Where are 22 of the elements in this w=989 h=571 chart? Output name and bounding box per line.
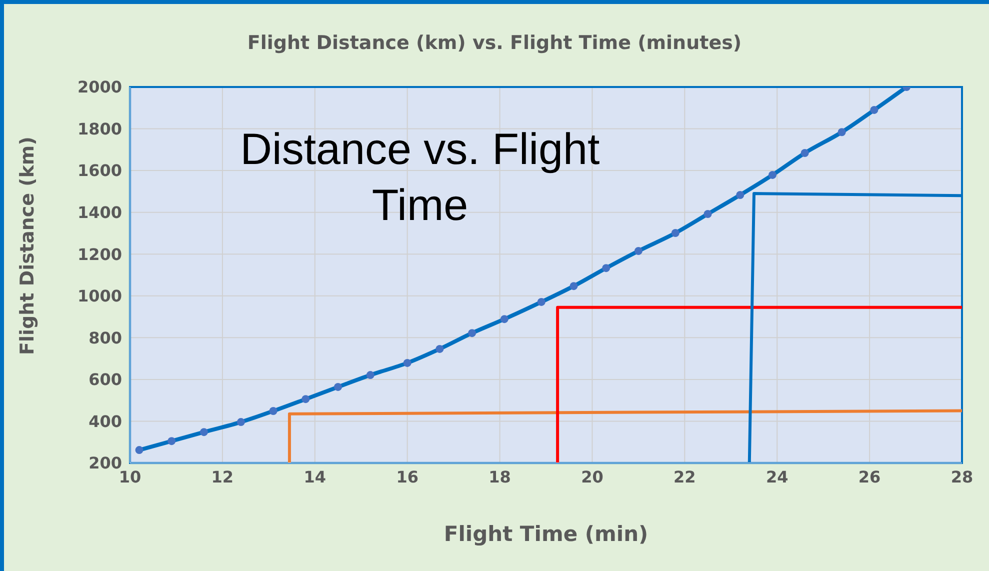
chart-title: Flight Distance (km) vs. Flight Time (minutes) xyxy=(246,32,743,54)
x-axis-title: Flight Time (min) xyxy=(444,522,648,546)
y-tick-label: 2000 xyxy=(77,78,122,97)
x-tick-label: 16 xyxy=(396,467,418,486)
y-tick-label: 1800 xyxy=(77,119,122,138)
y-tick-label: 600 xyxy=(88,370,122,390)
x-tick-label: 14 xyxy=(304,467,326,486)
y-axis-title: Flight Distance (km) xyxy=(16,136,39,355)
y-tick-label: 1400 xyxy=(77,203,122,222)
y-tick-label: 800 xyxy=(88,328,122,348)
y-tick-label: 1200 xyxy=(77,244,122,264)
x-tick-label: 12 xyxy=(211,467,234,486)
y-tick-label: 1600 xyxy=(77,161,122,180)
annotation: Distance vs. Flight Time xyxy=(239,124,601,232)
x-tick-label: 18 xyxy=(488,467,511,486)
x-tick-label: 28 xyxy=(950,467,974,486)
y-tick-label: 400 xyxy=(88,412,122,431)
x-tick-label: 22 xyxy=(674,467,696,486)
x-tick-label: 24 xyxy=(766,467,788,486)
x-tick-label: 26 xyxy=(858,467,881,486)
x-tick-label: 20 xyxy=(581,467,604,486)
y-tick-label: 1000 xyxy=(77,286,122,306)
